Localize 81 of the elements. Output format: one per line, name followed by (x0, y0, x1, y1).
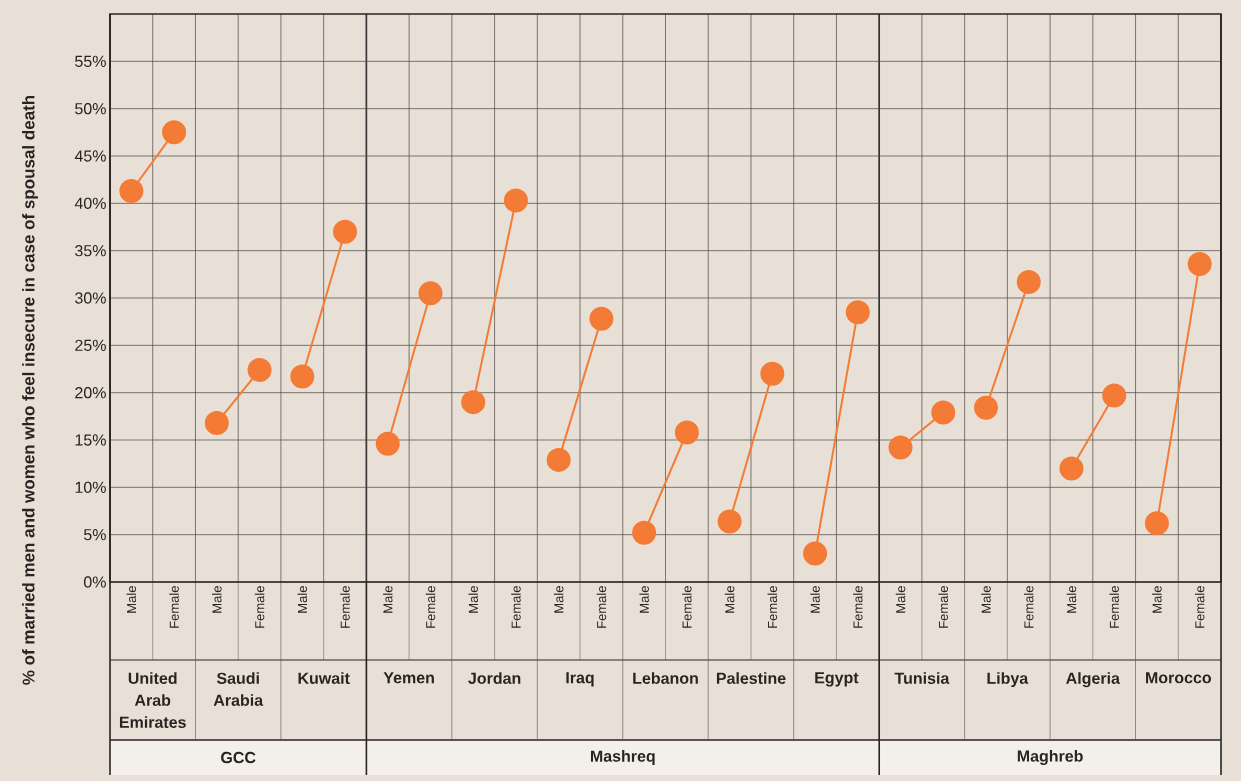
text: Tunisia (894, 672, 950, 684)
x-tick-label: Female (682, 586, 692, 628)
x-tick-label: Female (596, 586, 607, 628)
x-tick-label: Female (425, 586, 436, 628)
point (717, 509, 742, 534)
text: Maghreb (1017, 750, 1083, 765)
text: GCC (221, 751, 256, 764)
point (1187, 251, 1212, 276)
text: Jordan (468, 672, 521, 684)
x-tick-label: Male (1152, 586, 1162, 613)
x-tick-label: Female (340, 586, 350, 628)
x-tick-label: Male (724, 586, 735, 613)
y-tick-label: 20% (75, 387, 106, 399)
y-tick-label: 5% (83, 529, 106, 541)
point (845, 300, 870, 325)
text: Kuwait (298, 672, 350, 684)
y-tick-label: 25% (75, 339, 106, 351)
point (1059, 456, 1084, 481)
point (760, 361, 785, 386)
point (503, 188, 528, 213)
y-tick-label: 30% (75, 292, 106, 304)
text: Lebanon (633, 672, 698, 684)
text: Algeria (1066, 672, 1121, 688)
point (803, 541, 828, 566)
point (333, 219, 358, 244)
x-tick-label: Female (938, 586, 949, 628)
text: Mashreq (590, 750, 655, 765)
x-tick-label: Male (639, 586, 649, 613)
point (461, 390, 486, 415)
x-tick-label: Male (212, 586, 222, 613)
y-tick-label: 15% (75, 434, 106, 446)
text: Palestine (716, 672, 786, 684)
point (418, 281, 443, 306)
point (204, 410, 229, 435)
x-tick-label: Male (810, 586, 820, 613)
text: Iraq (566, 672, 594, 687)
point (546, 447, 571, 472)
x-tick-label: Male (895, 586, 906, 613)
point (375, 431, 400, 456)
point (290, 364, 315, 389)
point (931, 400, 956, 425)
point (162, 120, 187, 145)
x-tick-label: Female (169, 586, 179, 628)
x-tick-label: Female (254, 586, 265, 628)
point (888, 435, 913, 460)
x-tick-label: Female (767, 586, 778, 628)
y-tick-label: 35% (75, 245, 106, 257)
y-axis-title: % of married men and women who feel insecure in case of spousal death (22, 95, 38, 685)
y-tick-label: 45% (74, 150, 106, 162)
point (119, 179, 144, 204)
x-tick-label: Male (468, 586, 478, 613)
x-tick-label: Male (553, 586, 564, 613)
text: Egypt (815, 672, 859, 687)
point (589, 306, 614, 331)
x-tick-label: Female (853, 586, 863, 628)
point (674, 420, 699, 445)
text: Libya (987, 672, 1029, 688)
x-tick-label: Male (382, 586, 393, 613)
y-tick-label: 55% (75, 55, 106, 67)
y-tick-label: 10% (75, 481, 106, 493)
x-tick-label: Male (126, 586, 137, 613)
y-tick-label: 40% (74, 197, 106, 209)
x-tick-label: Female (1023, 586, 1034, 628)
point (632, 520, 657, 545)
x-tick-label: Female (1109, 586, 1119, 628)
text: Morocco (1146, 672, 1212, 684)
x-tick-label: Male (981, 586, 991, 613)
x-tick-label: Female (511, 586, 521, 628)
point (1016, 269, 1041, 294)
text: Saudi Arabia (213, 672, 264, 706)
point (973, 395, 998, 420)
x-tick-label: Male (297, 586, 308, 613)
x-tick-label: Female (1194, 586, 1205, 628)
point (1102, 383, 1127, 408)
point (247, 357, 272, 382)
y-tick-label: 50% (75, 103, 106, 115)
point (1144, 511, 1169, 536)
text: Yemen (383, 672, 434, 684)
text: United Arab Emirates (119, 672, 186, 728)
y-tick-label: 0% (83, 576, 106, 588)
x-tick-label: Male (1066, 586, 1077, 613)
